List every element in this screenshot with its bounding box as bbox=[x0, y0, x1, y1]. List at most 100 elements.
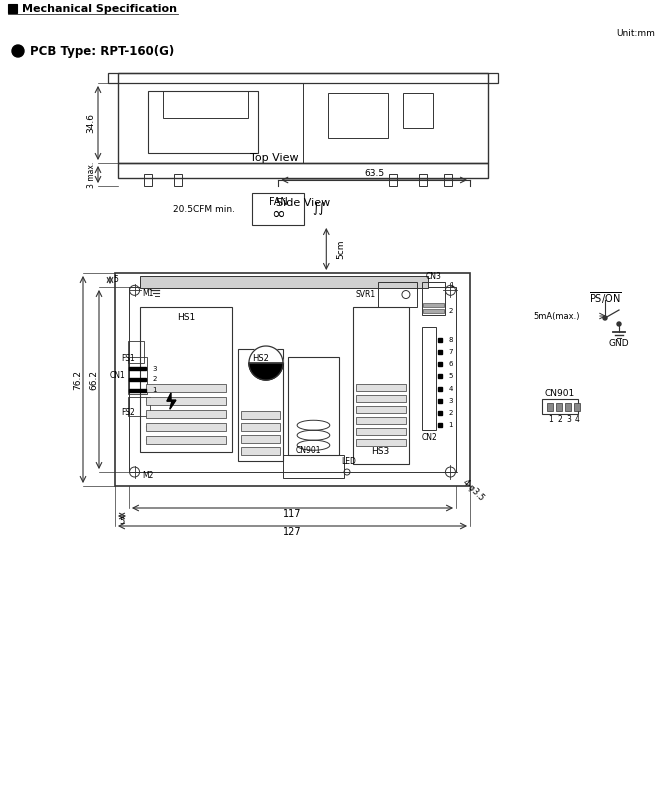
Text: CN3: CN3 bbox=[425, 272, 442, 282]
Text: CN901: CN901 bbox=[545, 389, 575, 399]
Bar bbox=[146, 423, 226, 431]
Bar bbox=[140, 307, 232, 452]
Text: CN2: CN2 bbox=[421, 432, 438, 442]
Bar bbox=[127, 396, 150, 416]
Polygon shape bbox=[249, 346, 283, 363]
Bar bbox=[356, 395, 405, 402]
Text: 4: 4 bbox=[448, 385, 453, 392]
Text: Unit:mm: Unit:mm bbox=[616, 29, 655, 38]
Text: 3: 3 bbox=[448, 398, 453, 404]
Text: Side View: Side View bbox=[276, 198, 330, 208]
Bar bbox=[146, 411, 226, 419]
Text: FAN: FAN bbox=[269, 197, 287, 207]
Bar bbox=[241, 423, 279, 431]
Text: HS1: HS1 bbox=[177, 313, 196, 322]
Bar bbox=[542, 399, 578, 414]
Bar bbox=[288, 357, 338, 455]
Bar bbox=[118, 73, 488, 163]
Bar bbox=[118, 163, 488, 178]
Bar bbox=[356, 427, 405, 435]
Bar bbox=[438, 423, 442, 427]
Text: CN1: CN1 bbox=[110, 371, 125, 380]
Bar bbox=[423, 282, 445, 315]
Bar bbox=[356, 406, 405, 412]
Text: 2: 2 bbox=[152, 377, 157, 382]
Text: 5cm: 5cm bbox=[336, 240, 345, 259]
Text: GND: GND bbox=[608, 340, 629, 349]
Bar bbox=[163, 91, 248, 118]
Bar bbox=[574, 403, 580, 411]
Text: HS3: HS3 bbox=[371, 447, 390, 456]
Text: Mechanical Specification: Mechanical Specification bbox=[22, 3, 177, 14]
Text: SVR1: SVR1 bbox=[356, 290, 376, 299]
Bar bbox=[403, 93, 433, 128]
Bar bbox=[146, 397, 226, 405]
Text: 1: 1 bbox=[448, 422, 453, 428]
Bar bbox=[328, 93, 388, 138]
Text: CN901: CN901 bbox=[295, 446, 321, 455]
Text: 117: 117 bbox=[283, 509, 302, 519]
Circle shape bbox=[12, 45, 24, 57]
Bar bbox=[419, 174, 427, 186]
Bar bbox=[140, 276, 428, 287]
Bar bbox=[115, 273, 470, 486]
Text: 1: 1 bbox=[449, 282, 454, 288]
Bar bbox=[423, 310, 444, 314]
Text: 2: 2 bbox=[557, 415, 561, 423]
Bar bbox=[146, 436, 226, 444]
Polygon shape bbox=[167, 393, 176, 409]
Bar bbox=[356, 384, 405, 391]
Bar bbox=[174, 174, 182, 186]
Bar bbox=[241, 447, 279, 455]
Bar bbox=[356, 416, 405, 423]
Text: 3: 3 bbox=[152, 365, 157, 372]
Bar bbox=[438, 387, 442, 391]
Text: FS1: FS1 bbox=[121, 353, 135, 362]
Bar bbox=[547, 403, 553, 411]
Text: LED: LED bbox=[342, 457, 356, 466]
Bar bbox=[241, 435, 279, 443]
Bar bbox=[283, 455, 344, 478]
Text: 3: 3 bbox=[566, 415, 571, 423]
Bar bbox=[438, 338, 442, 341]
Circle shape bbox=[603, 316, 607, 320]
Text: M1: M1 bbox=[143, 289, 154, 298]
Text: 5: 5 bbox=[119, 517, 125, 526]
Text: 1: 1 bbox=[152, 388, 157, 393]
Text: 63.5: 63.5 bbox=[364, 169, 384, 178]
Bar bbox=[556, 403, 562, 411]
Polygon shape bbox=[249, 363, 283, 380]
Bar bbox=[253, 193, 304, 225]
Bar bbox=[438, 399, 442, 403]
Bar bbox=[378, 282, 417, 307]
Text: ∞: ∞ bbox=[271, 205, 285, 223]
Bar bbox=[8, 4, 17, 13]
Bar bbox=[389, 174, 397, 186]
Bar bbox=[129, 367, 146, 370]
Text: 8: 8 bbox=[448, 337, 453, 343]
Bar bbox=[438, 362, 442, 366]
Text: 5mA(max.): 5mA(max.) bbox=[533, 311, 580, 321]
Text: 76.2: 76.2 bbox=[74, 369, 82, 389]
Text: 7: 7 bbox=[448, 349, 453, 355]
Text: 2: 2 bbox=[449, 309, 453, 314]
Bar bbox=[146, 384, 226, 392]
Bar bbox=[129, 287, 456, 472]
Text: 1: 1 bbox=[548, 415, 553, 423]
Bar bbox=[356, 439, 405, 446]
Bar bbox=[438, 350, 442, 354]
Bar bbox=[144, 174, 152, 186]
Bar bbox=[438, 374, 442, 378]
Text: 3 max.: 3 max. bbox=[86, 162, 96, 188]
Circle shape bbox=[617, 322, 621, 326]
Bar bbox=[241, 411, 279, 419]
Bar bbox=[352, 307, 409, 463]
Text: 4-φ3.5: 4-φ3.5 bbox=[460, 478, 486, 503]
Text: Top View: Top View bbox=[251, 153, 299, 163]
Text: 6: 6 bbox=[448, 361, 453, 367]
Bar bbox=[423, 303, 444, 307]
Bar bbox=[148, 91, 258, 153]
Text: 66.2: 66.2 bbox=[90, 369, 98, 389]
Text: 20.5CFM min.: 20.5CFM min. bbox=[174, 205, 235, 213]
Text: 5: 5 bbox=[448, 373, 453, 380]
